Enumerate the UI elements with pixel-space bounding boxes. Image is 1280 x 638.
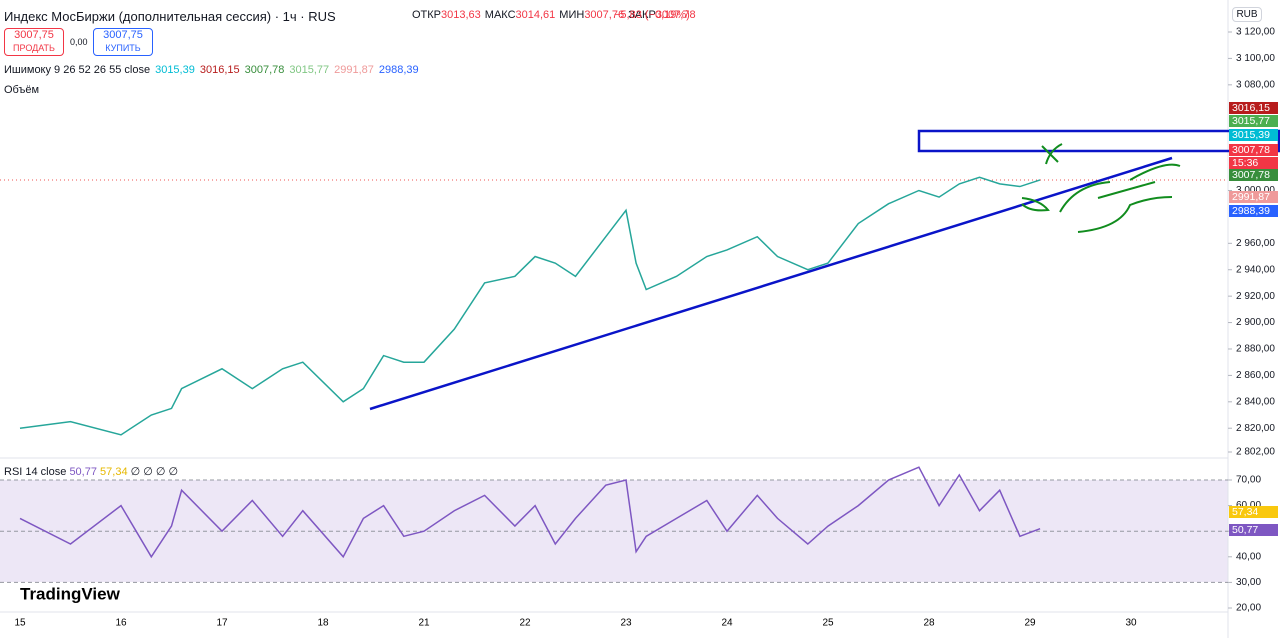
rsi-tag: 57,34	[1229, 506, 1278, 518]
spread: 0,00	[70, 37, 88, 47]
price-tag: 3007,78	[1229, 144, 1278, 156]
ichimoku-value: 2988,39	[378, 64, 419, 76]
volume-legend: Объём	[4, 84, 40, 96]
ohlc-label: МАКС	[484, 9, 516, 21]
brand: TradingView	[20, 584, 121, 603]
x-tick-label: 17	[216, 618, 228, 629]
rsi-tick-label: 70,00	[1236, 475, 1261, 486]
x-tick-label: 28	[923, 618, 935, 629]
rsi-tag: 50,77	[1229, 524, 1278, 536]
rsi-tick-label: 60,00	[1236, 500, 1261, 511]
price-tag: 15:36	[1229, 157, 1278, 169]
ichimoku-value: 3016,15	[199, 64, 240, 76]
rsi-ma-value: 57,34	[100, 466, 128, 478]
y-tick-label: 2 840,00	[1236, 396, 1275, 407]
y-tick-label: 2 960,00	[1236, 238, 1275, 249]
rsi-tick-label: 30,00	[1236, 577, 1261, 588]
ichimoku-value: 3007,78	[244, 64, 285, 76]
sell-button[interactable]: 3007,75 ПРОДАТЬ	[4, 28, 64, 56]
y-tick-label: 2 802,00	[1236, 447, 1275, 458]
ohlc-value: 3007,76	[584, 9, 625, 21]
ohlc-value: 3007,78	[655, 9, 696, 21]
y-tick-label: 3 100,00	[1236, 53, 1275, 64]
price-tag: 2988,39	[1229, 205, 1278, 217]
trend-line	[369, 156, 1173, 411]
y-tick-label: 2 880,00	[1236, 344, 1275, 355]
price-tag: 3015,39	[1229, 129, 1278, 141]
rsi-tick-label: 20,00	[1236, 603, 1261, 614]
y-tick-label: 3 080,00	[1236, 79, 1275, 90]
ichimoku-label: Ишимоку 9 26 52 26 55 close	[4, 64, 151, 76]
resistance-box	[917, 129, 1280, 153]
y-tick-label: 2 920,00	[1236, 291, 1275, 302]
rsi-value: 50,77	[69, 466, 97, 478]
ohlc: ОТКР3013,63 МАКС3014,61 МИН3007,76 ЗАКР3007…	[412, 9, 700, 21]
ichimoku-value: 3015,39	[155, 64, 195, 76]
y-tick-label: 3 120,00	[1236, 27, 1275, 38]
rsi-label: RSI 14 close	[4, 466, 67, 478]
rsi-tick-label: 40,00	[1236, 551, 1261, 562]
buy-label: КУПИТЬ	[105, 43, 141, 53]
ohlc-label: ОТКР	[412, 9, 442, 21]
ohlc-label: ЗАКР	[628, 9, 656, 21]
price-tag: 2991,87	[1229, 191, 1278, 203]
hand-drawing	[1021, 143, 1181, 233]
x-tick-label: 16	[115, 618, 127, 629]
y-tick-label: 2 860,00	[1236, 370, 1275, 381]
ohlc-label: МИН	[559, 9, 585, 21]
x-tick-label: 21	[418, 618, 430, 629]
x-tick-label: 15	[14, 618, 26, 629]
buy-button[interactable]: 3007,75 КУПИТЬ	[93, 28, 153, 56]
x-tick-label: 22	[519, 618, 531, 629]
rsi-line	[19, 466, 1041, 559]
x-tick-label: 30	[1125, 618, 1137, 629]
x-tick-label: 23	[620, 618, 632, 629]
ohlc-value: 3013,63	[441, 9, 481, 21]
x-tick-label: 24	[721, 618, 733, 629]
price-tag: 3015,77	[1229, 115, 1278, 127]
ichimoku-value: 3015,77	[289, 64, 330, 76]
ichimoku-legend: Ишимоку 9 26 52 26 55 close 3015,39 3016,1…	[4, 64, 419, 76]
x-tick-label: 25	[822, 618, 834, 629]
ichimoku-value: 2991,87	[334, 64, 374, 76]
buy-price: 3007,75	[103, 29, 143, 41]
price-tag: 3007,78	[1229, 169, 1278, 181]
currency[interactable]: RUB	[1232, 7, 1262, 22]
sell-price: 3007,75	[14, 29, 54, 41]
y-tick-label: 2 900,00	[1236, 317, 1275, 328]
x-tick-label: 18	[317, 618, 329, 629]
price-line	[19, 176, 1041, 436]
sell-label: ПРОДАТЬ	[13, 43, 55, 53]
x-tick-label: 29	[1024, 618, 1036, 629]
y-tick-label: 2 820,00	[1236, 423, 1275, 434]
ohlc-value: 3014,61	[515, 9, 556, 21]
y-tick-label: 2 940,00	[1236, 264, 1275, 275]
title: Индекс МосБиржи (дополнительная сессия) …	[4, 9, 336, 24]
change: −5,83 (−0,19%)	[614, 9, 690, 21]
price-tag: 3016,15	[1229, 102, 1278, 114]
rsi-empty: ∅ ∅ ∅ ∅	[130, 466, 179, 478]
rsi-legend: RSI 14 close 50,77 57,34 ∅ ∅ ∅ ∅	[4, 465, 178, 478]
y-tick-label: 3 000,00	[1236, 185, 1275, 196]
